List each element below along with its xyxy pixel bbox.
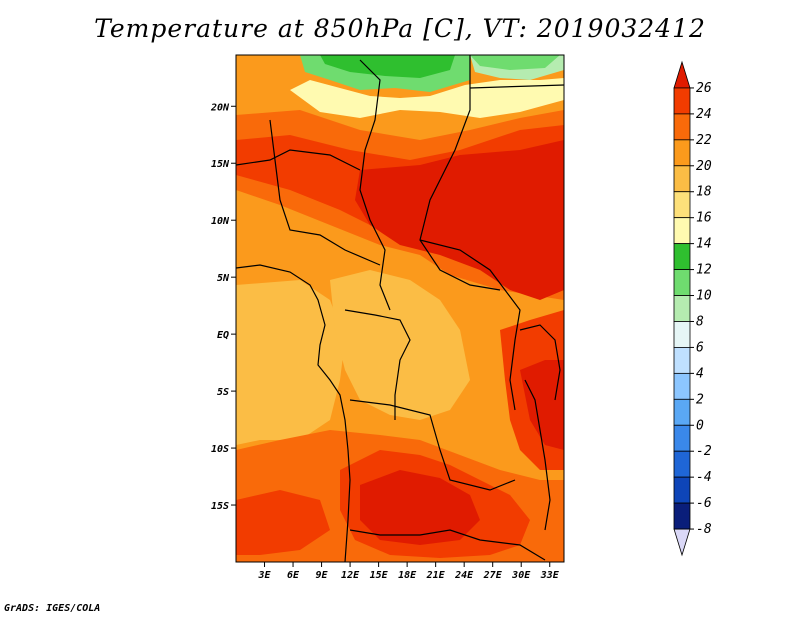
longitude-axis: 3E 6E 9E 12E 15E 18E 21E 24E 27E 30E 33E bbox=[257, 562, 560, 581]
lat-tick-label: EQ bbox=[217, 330, 229, 341]
colorbar-label: -2 bbox=[696, 444, 712, 459]
lat-tick-label: 15S bbox=[211, 501, 229, 512]
colorbar-label: 16 bbox=[696, 211, 712, 226]
lat-tick-label: 10N bbox=[211, 216, 230, 227]
colorbar-swatch bbox=[673, 60, 691, 89]
colorbar-label: 0 bbox=[696, 418, 704, 433]
colorbar-swatch bbox=[673, 398, 691, 426]
latitude-axis: 20N 15N 10N 5N EQ 5S 10S 15S bbox=[210, 102, 236, 512]
colorbar-swatch bbox=[673, 321, 691, 348]
lon-tick-label: 33E bbox=[540, 570, 560, 581]
lon-tick-label: 21E bbox=[426, 570, 446, 581]
lat-tick-label: 20N bbox=[210, 102, 230, 113]
colorbar-label: -8 bbox=[696, 522, 712, 537]
lat-tick-label: 5S bbox=[217, 387, 229, 398]
colorbar-label: 26 bbox=[696, 81, 712, 96]
colorbar-swatch bbox=[673, 347, 691, 374]
lat-tick-label: 10S bbox=[211, 444, 229, 455]
lon-tick-label: 15E bbox=[370, 570, 389, 581]
colorbar-swatch bbox=[673, 450, 691, 478]
colorbar-swatch bbox=[673, 113, 691, 141]
lon-tick-label: 24E bbox=[454, 570, 474, 581]
colorbar-label: 2 bbox=[696, 392, 704, 407]
lon-tick-label: 18E bbox=[398, 570, 417, 581]
lat-tick-label: 5N bbox=[217, 273, 230, 284]
lon-tick-label: 27E bbox=[483, 570, 503, 581]
colorbar-swatch bbox=[673, 528, 691, 557]
colorbar-swatch bbox=[673, 191, 691, 219]
colorbar-swatch bbox=[673, 502, 691, 530]
colorbar-label: 4 bbox=[696, 366, 704, 381]
colorbar-swatch bbox=[673, 372, 691, 400]
colorbar-swatch bbox=[673, 87, 691, 115]
colorbar-swatch bbox=[673, 424, 691, 452]
colorbar-label: 20 bbox=[696, 159, 712, 174]
lon-tick-label: 12E bbox=[341, 570, 360, 581]
chart-title: Temperature at 850hPa [C], VT: 201903241… bbox=[94, 14, 706, 43]
borders bbox=[236, 55, 564, 562]
grads-credit: GrADS: IGES/COLA bbox=[4, 603, 101, 614]
colorbar-swatch bbox=[673, 243, 691, 270]
lon-tick-label: 3E bbox=[257, 570, 271, 581]
temperature-field bbox=[236, 55, 564, 562]
colorbar-swatch bbox=[673, 165, 691, 193]
colorbar-label: 14 bbox=[696, 237, 712, 252]
colorbar-swatch bbox=[673, 139, 691, 167]
colorbar-swatch bbox=[673, 269, 691, 296]
colorbar-label: 6 bbox=[696, 340, 704, 355]
colorbar-label: 18 bbox=[696, 185, 712, 200]
lon-tick-label: 6E bbox=[287, 570, 300, 581]
colorbar-label: -6 bbox=[696, 496, 712, 511]
colorbar-label: 24 bbox=[696, 107, 712, 122]
lon-tick-label: 30E bbox=[511, 570, 531, 581]
colorbar-swatch bbox=[673, 295, 691, 322]
map-frame bbox=[235, 54, 565, 563]
colorbar-swatch bbox=[673, 217, 691, 245]
colorbar-label: 10 bbox=[696, 289, 712, 304]
colorbar-label: 12 bbox=[696, 263, 712, 278]
colorbar-label: -4 bbox=[696, 470, 712, 485]
colorbar-label: 22 bbox=[696, 133, 712, 148]
lon-tick-label: 9E bbox=[316, 570, 329, 581]
lat-tick-label: 15N bbox=[211, 159, 230, 170]
colorbar-swatch bbox=[673, 476, 691, 504]
colorbar-label: 8 bbox=[696, 314, 704, 329]
